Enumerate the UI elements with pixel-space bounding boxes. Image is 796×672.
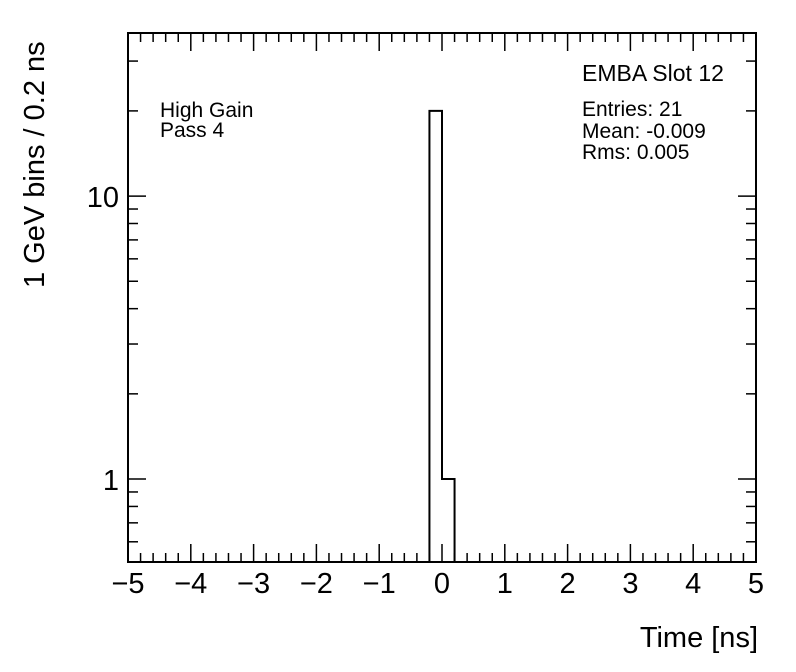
y-axis-title: 1 GeV bins / 0.2 ns [19, 41, 51, 288]
x-tick-label: −3 [237, 568, 270, 600]
x-tick-label: 5 [748, 568, 764, 600]
stats-rms: Rms: 0.005 [582, 141, 689, 164]
x-axis-title: Time [ns] [640, 622, 758, 654]
x-tick-label: −4 [174, 568, 207, 600]
gain-label: High Gain [160, 99, 253, 122]
stats-box-title: EMBA Slot 12 [582, 60, 724, 86]
x-tick-label: 0 [434, 568, 450, 600]
y-tick-label: 1 [103, 465, 119, 497]
histogram-outline [428, 109, 456, 562]
x-tick-label: 1 [497, 568, 513, 600]
x-tick-label: 3 [622, 568, 638, 600]
pass-label: Pass 4 [160, 119, 225, 142]
stats-mean: Mean: -0.009 [582, 120, 706, 143]
stats-entries: Entries: 21 [582, 98, 682, 121]
x-tick-label: −1 [363, 568, 396, 600]
x-tick-label: −5 [111, 568, 144, 600]
y-tick-label: 10 [87, 182, 119, 214]
x-tick-label: −2 [300, 568, 333, 600]
x-tick-label: 2 [560, 568, 576, 600]
x-tick-label: 4 [685, 568, 701, 600]
axes-layer: −5 −4 −3 −2 −1 0 1 2 3 4 5 1 10 [87, 32, 764, 600]
histogram-layer [428, 109, 456, 562]
